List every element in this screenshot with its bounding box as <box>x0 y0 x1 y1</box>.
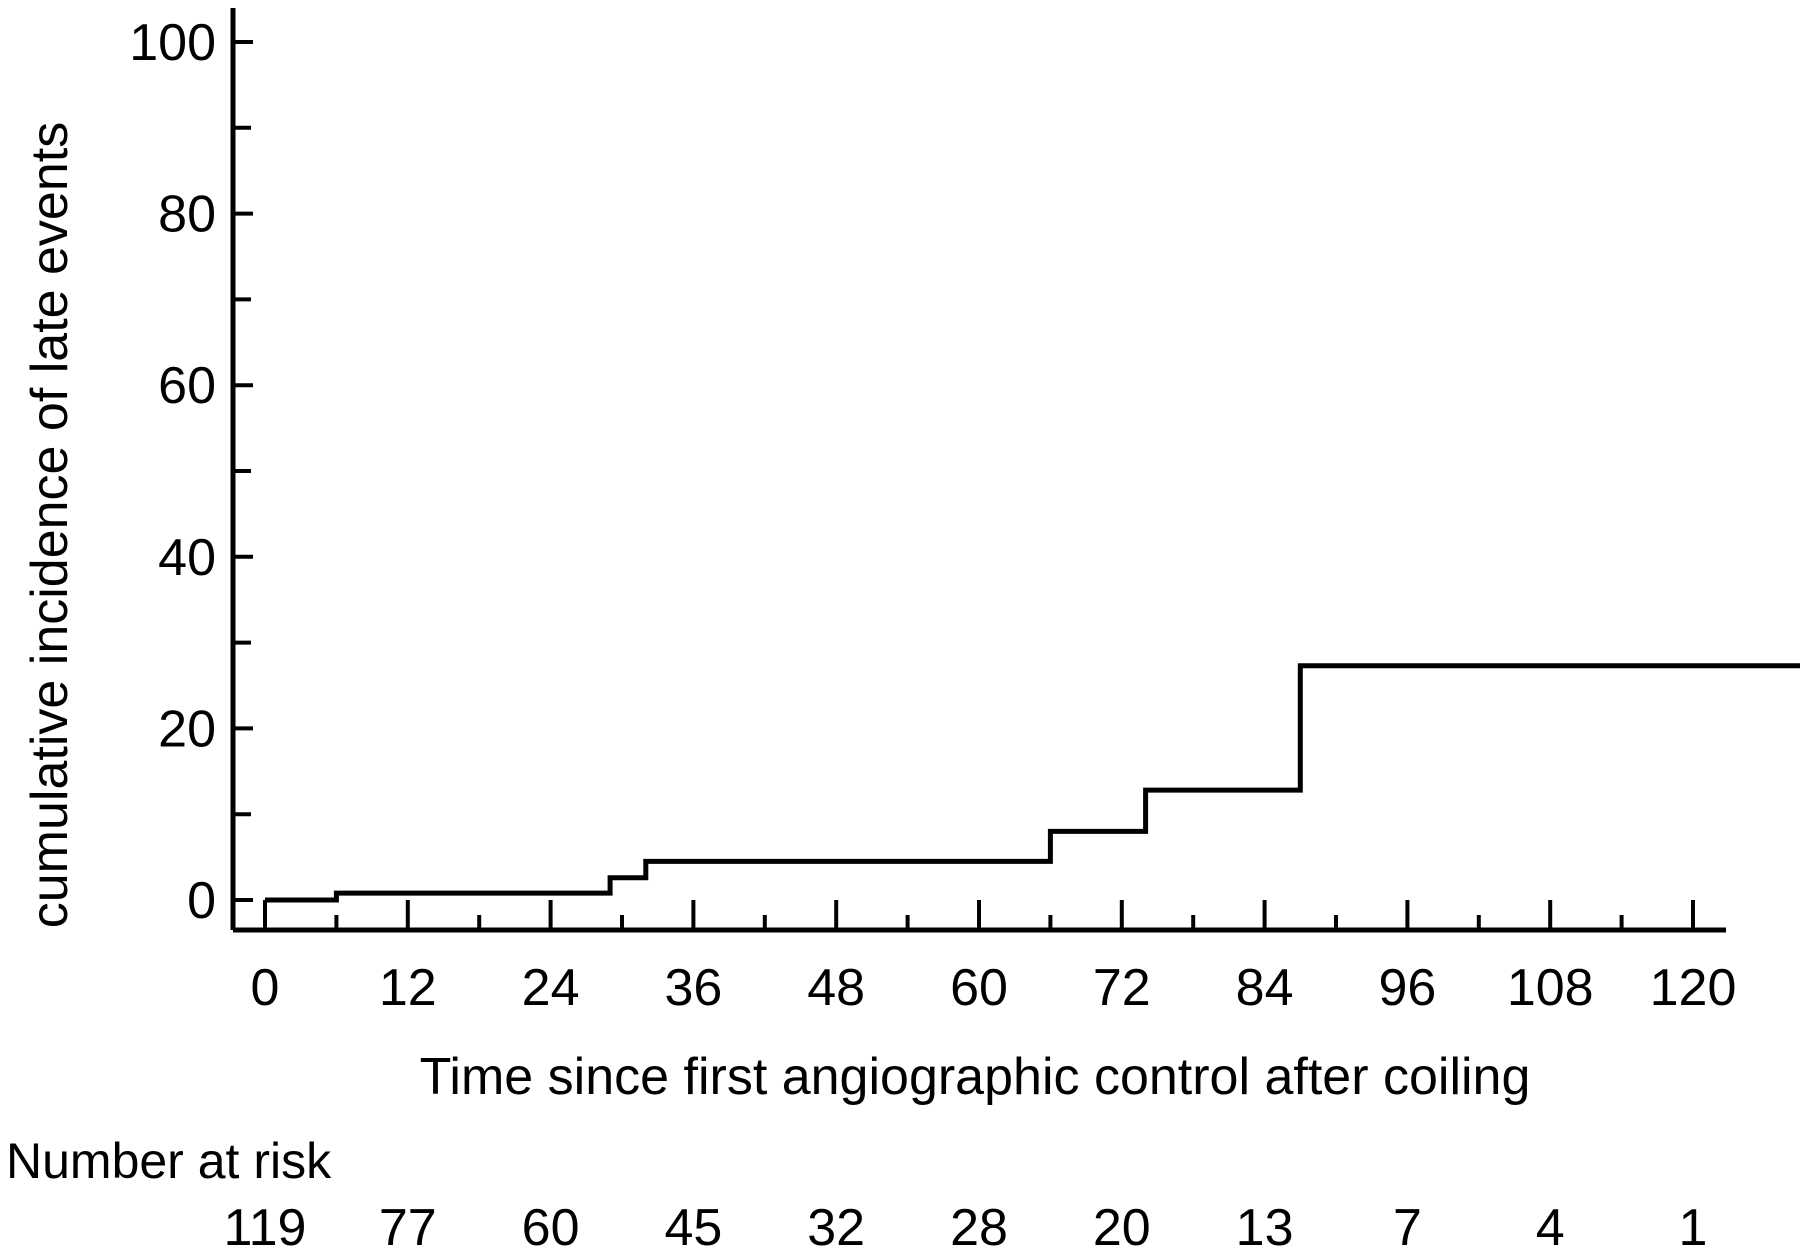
x-tick-label: 120 <box>1650 959 1737 1017</box>
risk-value: 32 <box>807 1199 865 1257</box>
x-tick-label: 84 <box>1236 959 1294 1017</box>
x-tick-label: 48 <box>807 959 865 1017</box>
y-tick-label: 80 <box>158 186 216 244</box>
risk-value: 60 <box>522 1199 580 1257</box>
x-tick-label: 36 <box>664 959 722 1017</box>
y-tick-label: 60 <box>158 357 216 415</box>
y-tick-label: 100 <box>129 14 216 72</box>
x-axis-title: Time since first angiographic control af… <box>420 1048 1531 1106</box>
x-tick-label: 0 <box>251 959 280 1017</box>
risk-value: 7 <box>1393 1199 1422 1257</box>
x-tick-label: 60 <box>950 959 1008 1017</box>
y-axis-ticks: 0 20 40 60 80 100 <box>129 14 253 930</box>
axes <box>230 8 1726 933</box>
risk-value: 4 <box>1536 1199 1565 1257</box>
risk-value: 45 <box>664 1199 722 1257</box>
risk-value: 1 <box>1679 1199 1708 1257</box>
cumulative-incidence-step-line <box>265 663 1800 903</box>
risk-table-title: Number at risk <box>6 1133 332 1189</box>
risk-value: 28 <box>950 1199 1008 1257</box>
x-tick-label: 24 <box>522 959 580 1017</box>
y-axis-title: cumulative incidence of late events <box>21 122 79 928</box>
series-layer <box>265 663 1800 903</box>
risk-value: 119 <box>224 1199 307 1257</box>
risk-value: 20 <box>1093 1199 1151 1257</box>
risk-value: 13 <box>1236 1199 1294 1257</box>
y-tick-label: 0 <box>187 872 216 930</box>
x-tick-label: 12 <box>379 959 437 1017</box>
x-tick-label: 72 <box>1093 959 1151 1017</box>
risk-value: 77 <box>379 1199 437 1257</box>
risk-table-values: 119 77 60 45 32 28 20 13 7 4 1 <box>224 1199 1708 1257</box>
y-tick-label: 40 <box>158 529 216 587</box>
x-axis-ticks: 0 12 24 36 48 60 72 84 96 108 120 <box>251 900 1737 1017</box>
x-tick-label: 108 <box>1507 959 1594 1017</box>
x-tick-label: 96 <box>1378 959 1436 1017</box>
y-tick-label: 20 <box>158 700 216 758</box>
